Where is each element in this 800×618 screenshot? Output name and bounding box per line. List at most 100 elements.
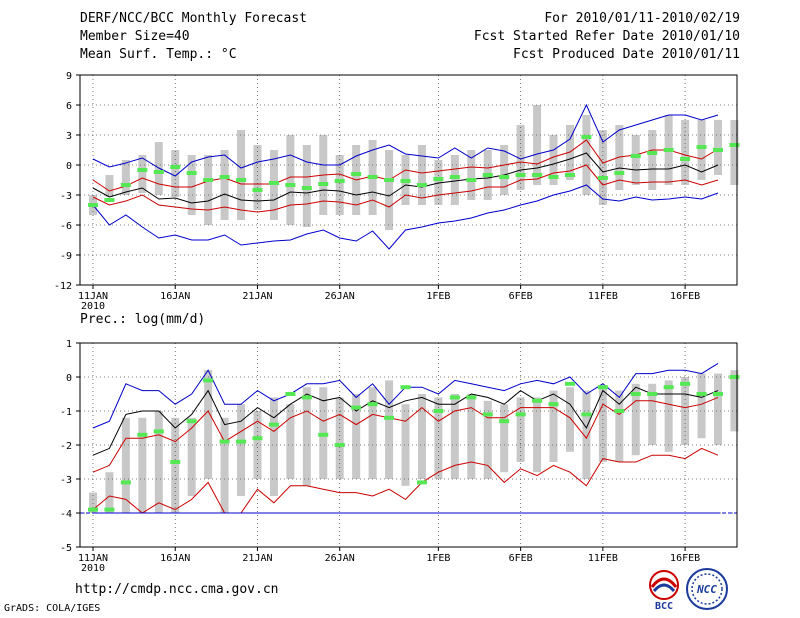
temperature-observed-marker: [268, 181, 279, 185]
precipitation-observed-marker: [729, 375, 740, 379]
precipitation-observed-marker: [400, 385, 411, 390]
precipitation-spread-box: [417, 394, 426, 479]
precipitation-spread-box: [516, 397, 525, 462]
fcst-produced-date: Fcst Produced Date 2010/01/11: [513, 47, 740, 62]
precipitation-xtick-label: 1FEB: [426, 553, 450, 564]
temperature-observed-marker: [713, 148, 723, 152]
temperature-xtick-label: 26JAN: [325, 291, 355, 302]
precipitation-spread-box: [204, 370, 213, 479]
precipitation-spread-box: [269, 397, 278, 496]
header-left: DERF/NCC/BCC Monthly Forecast Member Siz…: [80, 10, 307, 64]
temperature-observed-marker: [416, 183, 427, 187]
temperature-spread-box: [171, 150, 180, 197]
precipitation-observed-marker: [614, 409, 625, 413]
precipitation-spread-box: [467, 394, 476, 479]
precipitation-ytick-label: 0: [66, 373, 72, 384]
temperature-xtick-label: 1FEB: [426, 291, 450, 302]
precipitation-observed-marker: [252, 436, 263, 441]
temperature-observed-marker: [581, 135, 592, 139]
temperature-observed-marker: [153, 170, 164, 174]
temperature-line-lower: [92, 164, 719, 213]
temperature-spread-box: [681, 120, 690, 185]
temperature-observed-marker: [252, 188, 263, 192]
temperature-xtick-label: 11JAN: [78, 291, 108, 302]
forecast-period: For 2010/01/11-2010/02/19: [544, 11, 740, 26]
precipitation-observed-marker: [680, 381, 691, 386]
precipitation-observed-marker: [647, 392, 658, 396]
precipitation-spread-box: [302, 387, 311, 486]
precipitation-ytick-label: -1: [60, 407, 72, 418]
precipitation-panel: -5 -4 -3 -2 -1 0 1 11JAN 16JAN 21JAN 26JAN 1FEB 6FEB…: [60, 339, 740, 574]
temperature-observed-marker: [564, 173, 575, 177]
temperature-panel: -12 -9 -6 -3 0 3 6 9 11JAN 16JAN 21JAN 26JAN 1FEB 6FE…: [54, 71, 740, 312]
temperature-ytick-label: -12: [54, 281, 72, 292]
precipitation-ytick-label: -3: [60, 475, 72, 486]
precipitation-observed-marker: [170, 460, 181, 464]
temperature-observed-marker: [630, 154, 641, 158]
precipitation-observed-marker: [367, 402, 378, 407]
precipitation-spread-box: [648, 383, 657, 445]
precipitation-observed-marker: [104, 507, 115, 512]
temperature-xtick-label: 16JAN: [160, 291, 190, 302]
temperature-line-max: [92, 103, 719, 177]
temperature-observed-marker: [532, 173, 543, 177]
temperature-spread-box: [253, 145, 262, 210]
precipitation-spread-box: [582, 390, 591, 479]
temperature-observed-marker: [186, 171, 197, 175]
temperature-spread-box: [385, 150, 394, 230]
temperature-observed-marker: [515, 173, 526, 177]
temperature-observed-marker: [301, 186, 312, 190]
temperature-observed-marker: [170, 165, 181, 169]
precipitation-observed-marker: [236, 439, 247, 444]
precipitation-line-lower: [92, 447, 719, 514]
temperature-spread-box: [187, 155, 196, 215]
precipitation-ytick-label: -5: [60, 543, 72, 554]
precipitation-observed-marker: [351, 405, 362, 410]
ncc-logo: NCC: [686, 568, 728, 610]
temperature-observed-marker: [433, 177, 444, 181]
bcc-logo: BCC: [649, 570, 679, 611]
temperature-observed-marker: [680, 157, 691, 161]
precipitation-observed-marker: [219, 439, 230, 444]
temperature-spread-box: [697, 120, 706, 180]
temperature-observed-marker: [482, 173, 493, 177]
precipitation-spread-box: [483, 400, 492, 479]
precipitation-ytick-label: -4: [60, 509, 72, 520]
precipitation-spread-box: [730, 370, 739, 432]
temperature-observed-marker: [318, 182, 329, 186]
temperature-spread-box: [105, 175, 114, 197]
precipitation-spread-box: [549, 390, 558, 462]
temperature-observed-marker: [597, 176, 608, 180]
grads-credit: GrADS: COLA/IGES: [4, 603, 101, 614]
temperature-xtick-label: 21JAN: [242, 291, 272, 302]
temperature-xtick-year: 2010: [81, 301, 105, 312]
temperature-spread-box: [533, 105, 542, 185]
precipitation-spread-box: [697, 373, 706, 439]
precipitation-spread-box: [565, 387, 574, 452]
source-url[interactable]: http://cmdp.ncc.cma.gov.cn: [75, 582, 279, 597]
temperature-observed-marker: [466, 178, 477, 182]
precipitation-xtick-label: 16FEB: [670, 553, 700, 564]
temperature-observed-marker: [219, 175, 230, 179]
precipitation-xtick-year: 2010: [81, 563, 105, 574]
temperature-line-mean: [92, 152, 719, 204]
precipitation-spread-box: [664, 380, 673, 452]
temperature-line-min: [92, 184, 719, 250]
temperature-ytick-label: 0: [66, 161, 72, 172]
precipitation-spread-box: [105, 472, 114, 513]
precipitation-xtick-label: 6FEB: [509, 553, 533, 564]
temperature-observed-marker: [499, 175, 510, 179]
precipitation-observed-marker: [696, 392, 707, 396]
precipitation-spread-box: [500, 404, 509, 473]
precipitation-observed-marker: [581, 412, 592, 417]
temperature-spread-box: [648, 130, 657, 190]
precipitation-observed-marker: [268, 422, 279, 427]
precipitation-spread-box: [220, 417, 229, 513]
precipitation-spread-box: [154, 411, 163, 513]
precipitation-spread-box: [286, 404, 295, 479]
temperature-frame: [79, 74, 738, 286]
fcst-started-date: Fcst Started Refer Date 2010/01/10: [473, 29, 740, 44]
precipitation-observed-marker: [532, 398, 543, 403]
temperature-observed-marker: [696, 145, 707, 149]
